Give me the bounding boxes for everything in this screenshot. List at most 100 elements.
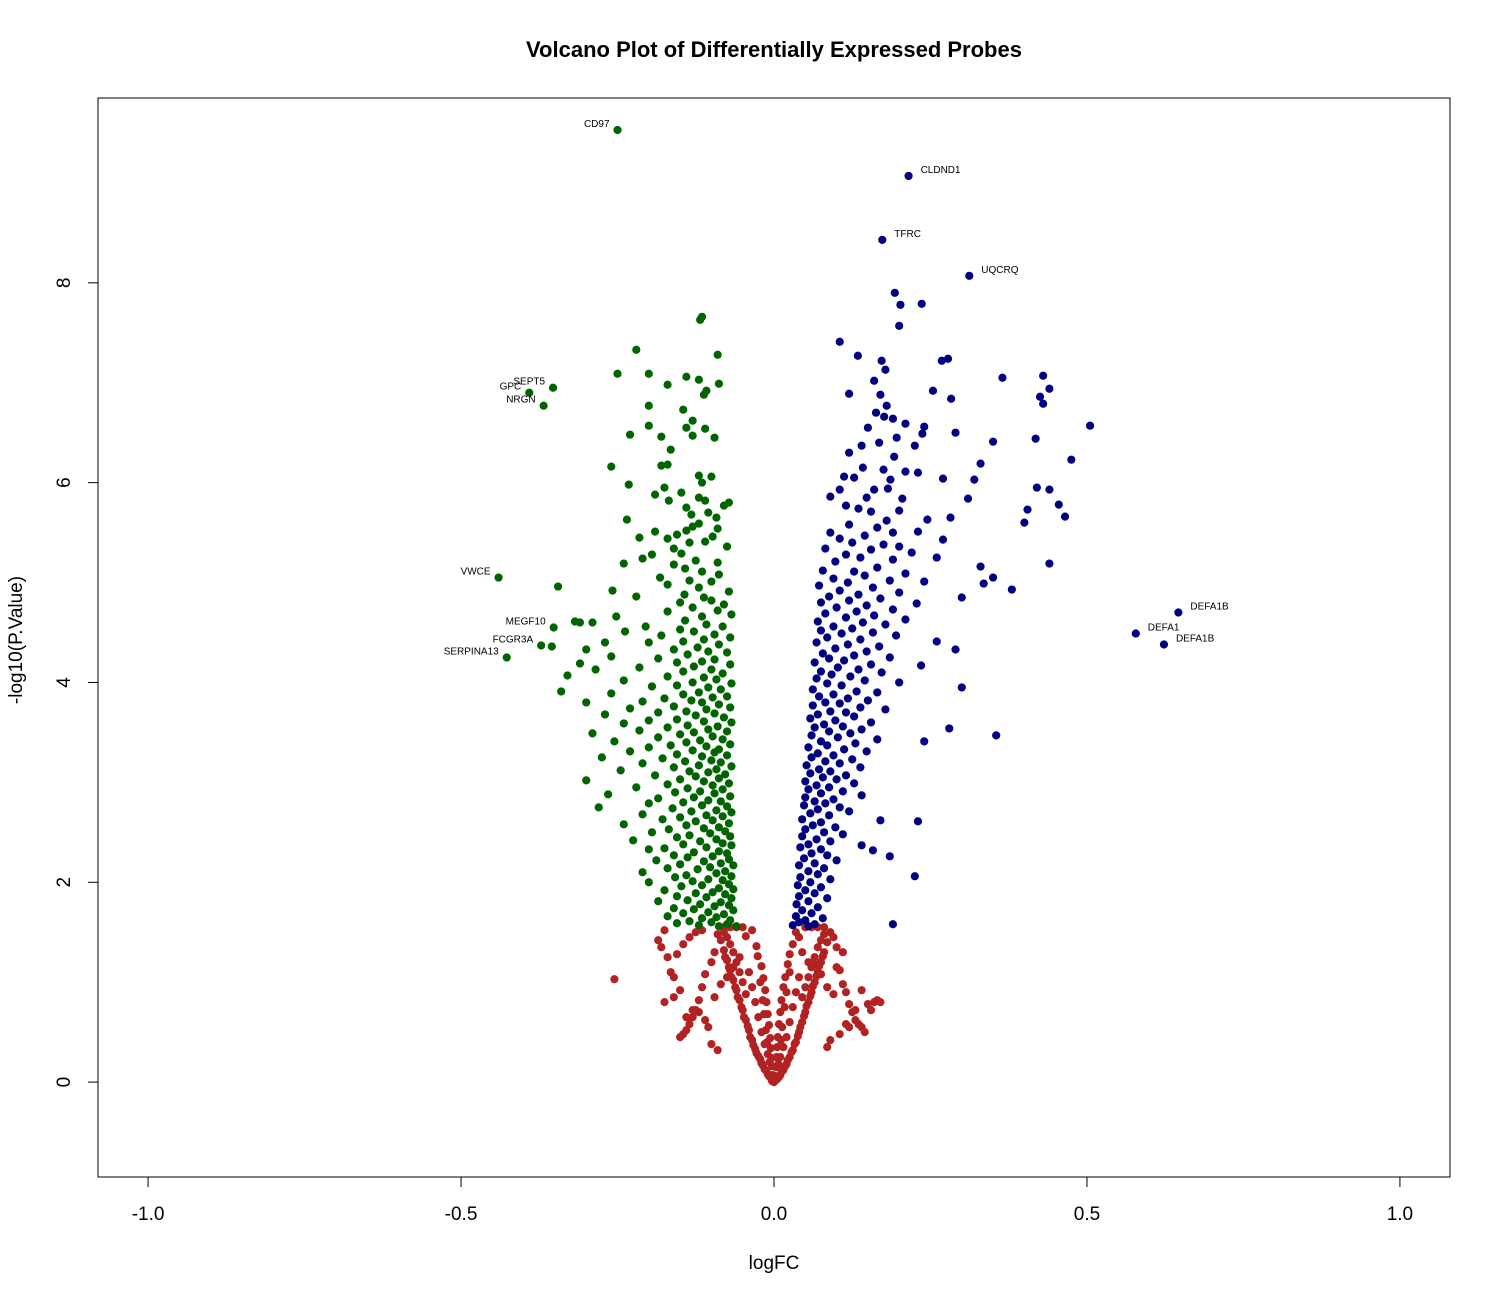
data-point-down — [694, 375, 703, 384]
data-point-down — [706, 829, 715, 838]
data-point-down — [663, 607, 672, 616]
data-point-down — [663, 534, 672, 543]
labeled-data-point — [1159, 640, 1169, 649]
data-point-down — [683, 896, 692, 905]
data-point-down — [732, 922, 741, 931]
data-point-down — [710, 709, 719, 718]
data-point-not-significant — [707, 1040, 716, 1049]
data-point-up — [862, 601, 871, 610]
data-point-not-significant — [726, 940, 735, 949]
data-point-down — [701, 424, 710, 433]
data-point-down — [685, 767, 694, 776]
data-point-up — [848, 538, 857, 547]
data-point-down — [679, 840, 688, 849]
data-point-down — [677, 882, 686, 891]
data-point-up — [794, 892, 804, 901]
data-point-down — [657, 432, 666, 441]
data-point-down — [687, 807, 696, 816]
data-point-up — [945, 724, 954, 733]
data-point-up — [963, 494, 973, 503]
data-point-down — [682, 738, 691, 747]
data-point-up — [883, 484, 893, 493]
data-point-not-significant — [835, 1030, 844, 1039]
data-point-down — [697, 657, 707, 666]
data-point-up — [801, 793, 810, 802]
labeled-data-point — [525, 388, 534, 397]
data-point-down — [588, 618, 597, 627]
data-point-down — [722, 802, 732, 811]
data-point-not-significant — [818, 952, 827, 961]
data-point-down — [616, 766, 625, 775]
data-point-up — [804, 840, 813, 849]
data-point-down — [724, 855, 734, 864]
data-point-down — [582, 698, 591, 707]
data-point-up — [1054, 500, 1063, 509]
data-point-down — [654, 708, 663, 717]
data-point-up — [917, 299, 926, 308]
data-point-down — [707, 918, 716, 927]
data-point-not-significant — [752, 1049, 761, 1058]
data-point-not-significant — [733, 993, 742, 1002]
data-point-down — [722, 920, 732, 929]
data-point-down — [604, 790, 613, 799]
data-point-down — [708, 888, 717, 897]
data-point-down — [689, 662, 698, 671]
data-point-up — [798, 832, 807, 841]
data-point-down — [638, 554, 647, 563]
labeled-data-point — [1174, 608, 1183, 617]
data-point-down — [682, 821, 691, 830]
data-point-up — [870, 611, 879, 620]
data-point-down — [693, 643, 702, 652]
data-point-down — [647, 828, 657, 837]
data-point-down — [696, 787, 705, 796]
data-point-down — [713, 524, 722, 533]
data-point-down — [691, 711, 700, 720]
data-point-down — [676, 775, 685, 784]
data-point-up — [838, 830, 847, 839]
data-point-up — [913, 527, 923, 536]
data-point-not-significant — [732, 958, 741, 967]
data-point-up — [837, 629, 846, 638]
data-point-not-significant — [654, 936, 663, 945]
data-point-up — [1039, 399, 1048, 408]
data-point-not-significant — [719, 946, 729, 955]
data-point-not-significant — [813, 943, 822, 952]
data-point-down — [699, 635, 708, 644]
data-point-not-significant — [741, 932, 750, 941]
data-point-up — [814, 765, 824, 774]
data-point-down — [694, 921, 703, 930]
data-point-down — [644, 878, 653, 887]
data-point-not-significant — [707, 958, 716, 967]
data-point-not-significant — [802, 1002, 811, 1011]
data-point-not-significant — [749, 1041, 758, 1050]
point-label: GPC — [500, 382, 522, 393]
data-point-down — [679, 690, 688, 699]
data-point-up — [826, 707, 835, 716]
data-point-up — [812, 674, 821, 683]
data-point-down — [697, 612, 707, 621]
data-point-up — [885, 576, 894, 585]
data-point-down — [658, 815, 667, 824]
data-point-down — [714, 379, 724, 388]
data-point-down — [726, 633, 735, 642]
data-point-not-significant — [796, 1023, 805, 1032]
data-point-up — [831, 557, 840, 566]
data-point-down — [721, 867, 730, 876]
data-point-down — [729, 906, 738, 915]
data-point-up — [812, 835, 821, 844]
data-point-up — [810, 797, 819, 806]
data-point-down — [726, 792, 735, 801]
data-point-up — [901, 615, 910, 624]
data-point-not-significant — [763, 1038, 772, 1047]
data-point-down — [697, 698, 707, 707]
data-point-down — [708, 532, 717, 541]
data-point-down — [676, 813, 685, 822]
data-point-up — [1035, 392, 1045, 401]
data-point-down — [710, 789, 719, 798]
data-point-not-significant — [838, 980, 847, 989]
data-point-up — [873, 523, 882, 532]
data-point-up — [854, 665, 863, 674]
data-point-not-significant — [841, 988, 851, 997]
data-point-up — [854, 590, 863, 599]
data-point-down — [704, 508, 713, 517]
